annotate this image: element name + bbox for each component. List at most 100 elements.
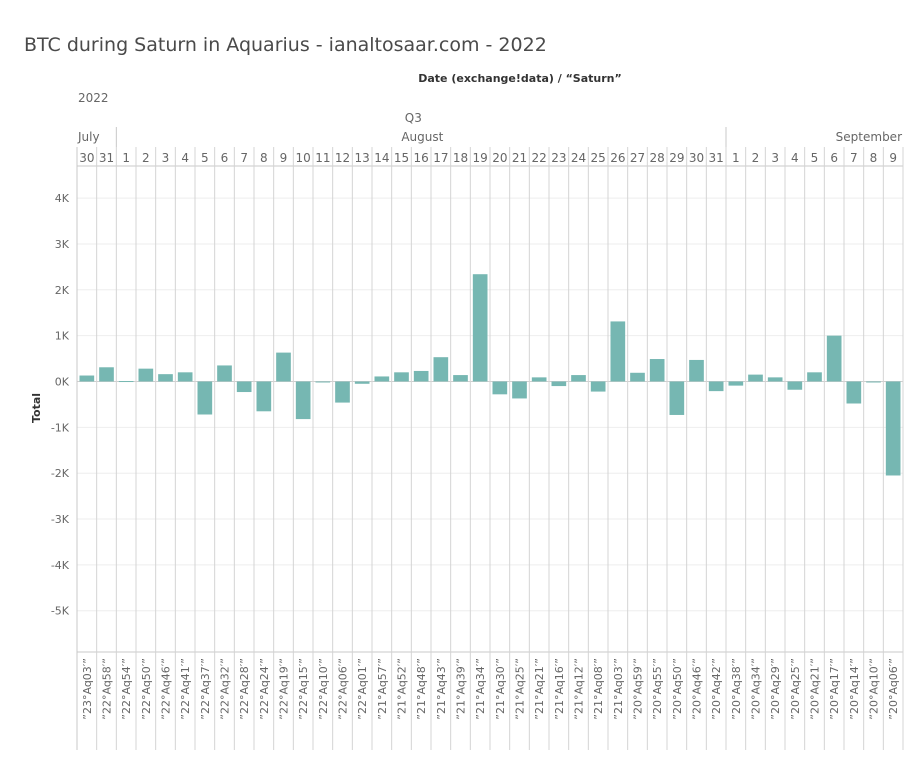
quarter-label: Q3 — [405, 111, 422, 125]
y-tick-label: 1K — [55, 330, 70, 343]
day-label: 31 — [99, 151, 114, 165]
bar — [453, 375, 468, 382]
x-category-label: ”21°Aq30′” — [494, 658, 507, 720]
x-category-label: ”22°Aq28′” — [238, 658, 251, 720]
bar — [354, 381, 370, 384]
bar — [630, 372, 645, 382]
bar — [158, 374, 173, 382]
x-category-label: ”21°Aq16′” — [553, 658, 566, 720]
day-label: 26 — [610, 151, 625, 165]
day-label: 8 — [870, 151, 878, 165]
bar — [826, 335, 842, 382]
bar — [197, 381, 213, 415]
x-category-label: ”22°Aq46′” — [160, 658, 173, 720]
x-category-label: ”21°Aq03′” — [612, 658, 625, 720]
x-category-label: ”20°Aq29′” — [769, 658, 782, 720]
bar — [217, 365, 232, 382]
day-label: 16 — [414, 151, 429, 165]
bar — [256, 381, 272, 412]
y-tick-label: -5K — [51, 605, 70, 618]
header-field-label: Date (exchange!data) / “Saturn” — [418, 72, 621, 85]
day-label: 7 — [240, 151, 248, 165]
x-category-label: ”21°Aq25′” — [514, 658, 527, 720]
day-label: 21 — [512, 151, 527, 165]
bar — [531, 377, 547, 382]
x-category-label: ”21°Aq21′” — [533, 658, 546, 720]
x-category-label: ”20°Aq25′” — [789, 658, 802, 720]
day-label: 3 — [162, 151, 170, 165]
x-category-label: ”21°Aq52′” — [396, 658, 409, 720]
day-label: 9 — [889, 151, 897, 165]
day-label: 23 — [551, 151, 566, 165]
bar — [512, 381, 527, 399]
x-category-label: ”22°Aq37′” — [199, 658, 212, 720]
day-label: 20 — [492, 151, 507, 165]
bar — [276, 352, 291, 382]
x-category-label: ”20°Aq21′” — [809, 658, 822, 720]
x-category-label: ”22°Aq50′” — [140, 658, 153, 720]
day-label: 31 — [709, 151, 724, 165]
day-label: 17 — [433, 151, 448, 165]
x-category-label: ”20°Aq55′” — [651, 658, 664, 720]
x-category-label: ”20°Aq42′” — [710, 658, 723, 720]
day-label: 25 — [591, 151, 606, 165]
x-category-label: ”22°Aq54′” — [120, 658, 133, 720]
x-category-label: ”21°Aq57′” — [376, 658, 389, 720]
x-category-label: ”21°Aq34′” — [474, 658, 487, 720]
day-label: 10 — [296, 151, 311, 165]
x-category-label: ”22°Aq10′” — [317, 658, 330, 720]
bar — [315, 381, 331, 383]
bar — [866, 381, 881, 383]
x-category-label: ”22°Aq01′” — [356, 658, 369, 720]
bar — [807, 372, 822, 382]
day-label: 6 — [221, 151, 229, 165]
day-label: 14 — [374, 151, 389, 165]
bar — [138, 368, 154, 382]
day-label: 30 — [689, 151, 704, 165]
x-category-label: ”22°Aq19′” — [278, 658, 291, 720]
bar — [472, 274, 488, 382]
bar — [708, 381, 724, 392]
day-label: 1 — [122, 151, 130, 165]
bar — [551, 381, 567, 387]
bar — [413, 370, 429, 382]
x-category-label: ”20°Aq10′” — [868, 658, 881, 720]
day-label: 13 — [355, 151, 370, 165]
month-label: July — [77, 130, 100, 144]
day-label: 18 — [453, 151, 468, 165]
day-label: 5 — [201, 151, 209, 165]
bar — [689, 359, 704, 382]
x-category-label: ”20°Aq46′” — [691, 658, 704, 720]
bar — [335, 381, 350, 403]
x-category-label: ”21°Aq48′” — [415, 658, 428, 720]
day-label: 19 — [473, 151, 488, 165]
day-label: 28 — [650, 151, 665, 165]
bar — [177, 372, 193, 382]
bar — [492, 381, 508, 395]
bar — [374, 376, 390, 382]
day-label: 30 — [79, 151, 94, 165]
bar — [846, 381, 862, 404]
x-category-label: ”20°Aq34′” — [750, 658, 763, 720]
bar — [295, 381, 311, 420]
y-tick-label: 0K — [55, 375, 70, 388]
bar — [394, 372, 409, 382]
bar — [79, 375, 95, 382]
day-label: 8 — [260, 151, 268, 165]
x-category-label: ”21°Aq12′” — [573, 658, 586, 720]
bar — [118, 381, 134, 383]
x-category-label: ”22°Aq41′” — [179, 658, 192, 720]
x-category-label: ”22°Aq58′” — [101, 658, 114, 720]
x-category-label: ”23°Aq03′” — [81, 658, 94, 720]
x-category-label: ”21°Aq39′” — [455, 658, 468, 720]
y-tick-label: -2K — [51, 467, 70, 480]
day-label: 11 — [315, 151, 330, 165]
x-category-label: ”22°Aq32′” — [219, 658, 232, 720]
x-category-label: ”22°Aq15′” — [297, 658, 310, 720]
x-category-label: ”20°Aq14′” — [848, 658, 861, 720]
bar — [669, 381, 685, 415]
day-label: 7 — [850, 151, 858, 165]
x-category-label: ”21°Aq43′” — [435, 658, 448, 720]
bar — [748, 374, 763, 382]
